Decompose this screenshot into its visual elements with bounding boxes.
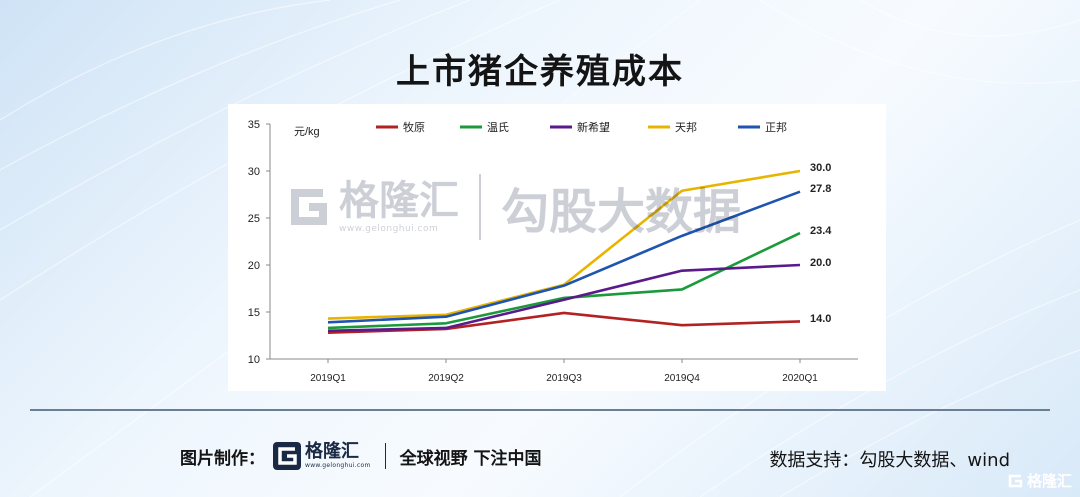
y-tick-label: 25 bbox=[248, 213, 260, 225]
end-data-label: 27.8 bbox=[810, 183, 831, 195]
y-unit-label: 元/kg bbox=[294, 126, 320, 138]
footer-credit: 图片制作： 格隆汇 www.gelonghui.com 全球视野 下注中国 bbox=[180, 438, 542, 474]
series-line bbox=[327, 190, 801, 324]
series-line bbox=[327, 169, 801, 320]
end-data-label: 23.4 bbox=[810, 225, 832, 237]
series-line bbox=[327, 263, 801, 333]
slogan: 全球视野 下注中国 bbox=[399, 448, 542, 469]
x-tick-label: 2019Q4 bbox=[664, 373, 700, 384]
y-tick-label: 30 bbox=[248, 166, 260, 178]
series-line bbox=[327, 231, 801, 330]
end-data-label: 30.0 bbox=[810, 162, 831, 174]
legend-label: 新希望 bbox=[577, 120, 610, 134]
footer-divider bbox=[30, 409, 1050, 411]
brand-name: 格隆汇 bbox=[305, 441, 359, 462]
corner-brand: 格隆汇 bbox=[1026, 472, 1072, 490]
end-data-label: 20.0 bbox=[810, 257, 831, 269]
x-tick-label: 2019Q3 bbox=[546, 373, 582, 384]
legend-label: 天邦 bbox=[675, 121, 697, 134]
page-title: 上市猪企养殖成本 bbox=[396, 52, 684, 92]
line-chart: 10 15 20 25 30 35 元/kg 2019Q1 2019Q2 2019Q3 2019Q4… bbox=[248, 119, 858, 384]
x-tick-label: 2020Q1 bbox=[782, 373, 818, 384]
legend-label: 温氏 bbox=[487, 121, 509, 134]
end-data-label: 14.0 bbox=[810, 313, 831, 325]
brand-domain: www.gelonghui.com bbox=[305, 462, 371, 469]
corner-badge: 格隆汇 bbox=[1006, 470, 1072, 491]
y-tick-label: 10 bbox=[248, 354, 260, 366]
gelonghui-logo-icon bbox=[273, 442, 301, 470]
x-tick-label: 2019Q1 bbox=[310, 373, 346, 384]
footer-separator bbox=[384, 443, 386, 469]
legend-label: 正邦 bbox=[765, 121, 787, 134]
brand-logo: 格隆汇 www.gelonghui.com bbox=[273, 442, 371, 470]
chart-panel: 10 15 20 25 30 35 元/kg 2019Q1 2019Q2 2019Q3 2019Q4… bbox=[228, 104, 886, 391]
y-tick-label: 15 bbox=[248, 307, 260, 319]
legend-label: 牧原 bbox=[403, 120, 425, 134]
credit-label: 图片制作： bbox=[180, 448, 265, 469]
data-source: 数据支持：勾股大数据、wind bbox=[769, 450, 1010, 471]
gelonghui-logo-icon bbox=[1008, 474, 1023, 487]
y-tick-label: 35 bbox=[248, 119, 260, 131]
y-tick-label: 20 bbox=[248, 260, 260, 272]
x-tick-label: 2019Q2 bbox=[428, 373, 464, 384]
